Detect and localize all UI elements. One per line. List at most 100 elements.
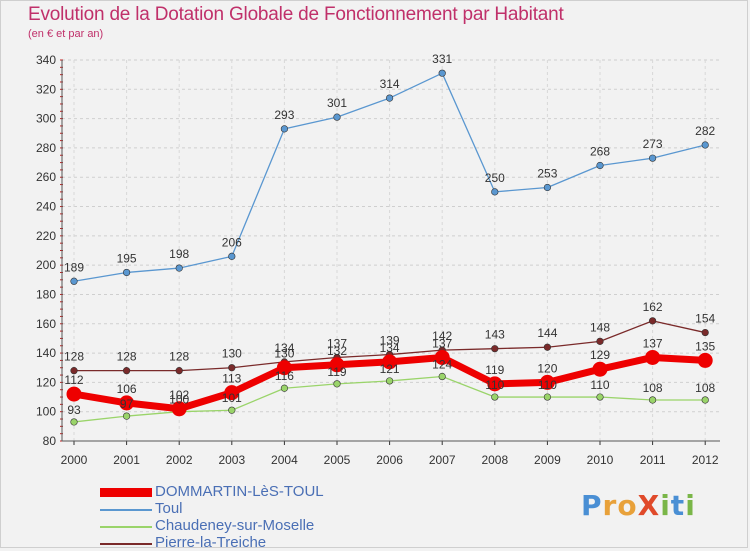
x-tick-label: 2000 xyxy=(61,453,88,467)
data-point xyxy=(175,367,183,375)
data-label: 132 xyxy=(327,344,347,358)
data-label: 119 xyxy=(327,365,346,379)
data-point xyxy=(438,69,446,77)
y-tick-label: 300 xyxy=(36,112,56,126)
x-tick-label: 2006 xyxy=(376,453,403,467)
data-point xyxy=(645,349,661,365)
logo-letter: i xyxy=(660,489,671,522)
y-tick-label: 100 xyxy=(36,405,56,419)
y-tick-label: 120 xyxy=(36,375,56,389)
data-label: 128 xyxy=(117,350,137,364)
data-point xyxy=(648,317,657,325)
x-tick-label: 2012 xyxy=(692,453,719,467)
y-tick-label: 240 xyxy=(36,200,56,214)
data-point xyxy=(438,372,446,381)
data-point xyxy=(70,418,78,426)
y-tick-label: 200 xyxy=(36,258,56,272)
data-point xyxy=(119,395,135,411)
logo-letter: o xyxy=(617,489,638,522)
data-point xyxy=(701,328,709,337)
data-point xyxy=(648,396,657,404)
data-label: 102 xyxy=(169,388,189,402)
data-label: 301 xyxy=(327,96,347,110)
data-point xyxy=(596,393,604,401)
data-point xyxy=(228,406,236,414)
y-tick-label: 180 xyxy=(36,287,56,301)
data-point xyxy=(539,374,555,390)
data-label: 119 xyxy=(485,363,504,377)
y-tick-label: 320 xyxy=(36,82,56,96)
logo-letter: P xyxy=(581,489,603,522)
y-tick-label: 280 xyxy=(36,141,56,155)
data-label: 253 xyxy=(537,166,557,180)
data-label: 162 xyxy=(643,300,663,314)
data-label: 137 xyxy=(327,336,347,350)
x-tick-label: 2005 xyxy=(324,453,351,467)
data-point xyxy=(224,385,240,401)
data-label: 154 xyxy=(695,312,715,326)
data-label: 206 xyxy=(222,235,242,249)
data-point xyxy=(122,268,131,277)
x-tick-label: 2004 xyxy=(271,453,298,467)
data-point xyxy=(543,183,552,192)
data-label: 93 xyxy=(67,403,81,417)
data-label: 134 xyxy=(380,341,400,355)
proxiti-logo: ProXiti xyxy=(581,489,696,522)
x-tick-label: 2011 xyxy=(640,453,666,467)
x-tick-label: 2010 xyxy=(587,453,614,467)
data-point xyxy=(171,401,187,417)
data-label: 189 xyxy=(64,260,84,274)
data-label: 121 xyxy=(380,362,400,376)
y-tick-label: 340 xyxy=(36,53,56,67)
data-point xyxy=(66,386,82,402)
data-point xyxy=(648,154,657,162)
y-tick-label: 160 xyxy=(36,317,56,331)
data-point xyxy=(228,252,236,260)
data-label: 112 xyxy=(64,373,83,387)
y-tick-label: 140 xyxy=(36,346,56,360)
logo-letter: i xyxy=(685,489,696,522)
data-label: 124 xyxy=(432,358,452,372)
legend-swatch xyxy=(100,543,152,545)
x-tick-label: 2008 xyxy=(481,453,508,467)
data-label: 128 xyxy=(169,350,189,364)
data-label: 129 xyxy=(590,348,610,362)
data-label: 331 xyxy=(432,52,452,66)
data-point xyxy=(122,367,131,375)
legend-label: DOMMARTIN-LèS-TOUL xyxy=(155,483,324,500)
legend-item: Chaudeney-sur-Moselle xyxy=(100,517,400,534)
data-point xyxy=(276,360,292,376)
data-point xyxy=(701,396,709,404)
x-tick-label: 2003 xyxy=(218,453,245,467)
data-label: 137 xyxy=(643,336,663,350)
y-tick-label: 80 xyxy=(43,434,57,448)
data-point xyxy=(280,125,289,133)
data-label: 195 xyxy=(117,251,137,265)
data-point xyxy=(382,354,398,370)
y-tick-label: 220 xyxy=(36,229,56,243)
data-label: 116 xyxy=(275,369,294,383)
data-label: 106 xyxy=(117,382,137,396)
data-label: 110 xyxy=(590,378,609,392)
grid-lines xyxy=(62,59,720,442)
data-point xyxy=(70,277,78,285)
data-label: 134 xyxy=(274,341,294,355)
data-point xyxy=(491,188,499,196)
data-label: 142 xyxy=(432,329,452,343)
data-label: 135 xyxy=(695,339,715,353)
data-point xyxy=(543,343,552,351)
data-point xyxy=(491,345,499,353)
data-point xyxy=(487,376,503,392)
x-tick-label: 2007 xyxy=(429,453,456,467)
data-label: 314 xyxy=(380,77,400,91)
data-point xyxy=(333,380,341,388)
data-point xyxy=(175,264,183,272)
x-tick-label: 2002 xyxy=(166,453,193,467)
series-group xyxy=(66,69,713,426)
data-label: 198 xyxy=(169,247,189,261)
data-point xyxy=(333,113,341,121)
legend-label: Toul xyxy=(155,500,183,517)
data-point xyxy=(592,361,608,377)
